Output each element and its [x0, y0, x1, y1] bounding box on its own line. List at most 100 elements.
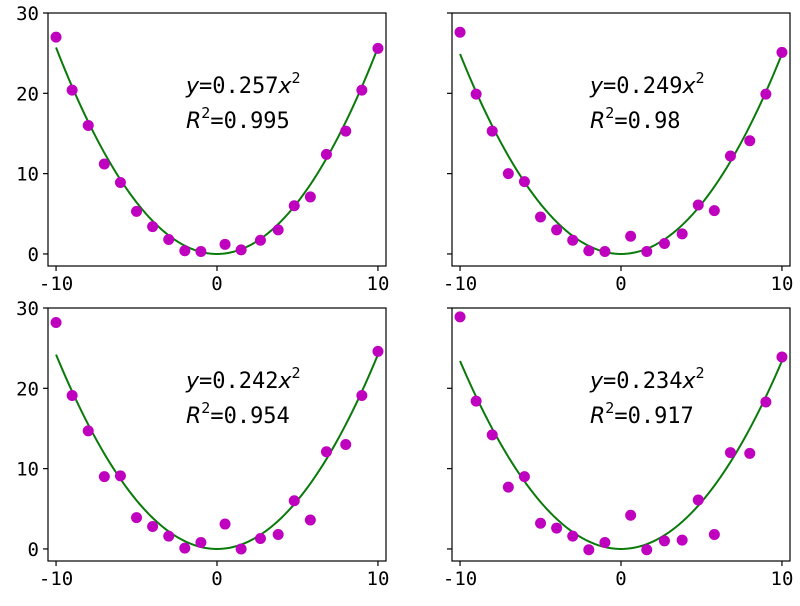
data-point	[320, 148, 332, 160]
y-tick-label: 20	[16, 83, 39, 105]
x-tick-label: 10	[367, 273, 390, 295]
x-tick-label: 10	[367, 568, 390, 590]
data-point	[518, 176, 530, 188]
data-point	[518, 471, 530, 483]
data-point	[82, 425, 94, 437]
r-squared-label: R2=0.917	[590, 399, 694, 429]
data-point	[724, 447, 736, 459]
data-point	[163, 530, 175, 542]
axes-frame	[451, 12, 791, 267]
x-tick-label: -10	[443, 273, 477, 295]
y-tick-label: 20	[16, 378, 39, 400]
data-point	[254, 533, 266, 545]
data-point	[676, 534, 688, 546]
data-point	[708, 528, 720, 540]
data-point	[760, 396, 772, 408]
x-tick-label: 10	[771, 568, 794, 590]
data-point	[98, 471, 110, 483]
axes-frame	[451, 307, 791, 562]
data-point	[454, 311, 466, 323]
data-point	[66, 390, 78, 402]
data-point	[272, 224, 284, 236]
data-point	[502, 168, 514, 180]
r-squared-label: R2=0.995	[186, 104, 290, 134]
data-point	[356, 84, 368, 96]
data-point	[340, 439, 352, 451]
axes-frame	[47, 12, 387, 267]
data-point	[692, 494, 704, 506]
data-point	[66, 84, 78, 96]
data-point	[583, 245, 595, 257]
x-tick-label: 0	[615, 568, 626, 590]
data-point	[372, 42, 384, 54]
data-point	[163, 233, 175, 245]
x-tick-label: 0	[211, 568, 222, 590]
axes-frame	[47, 307, 387, 562]
data-point	[625, 230, 637, 242]
fit-equation: y=0.249x2	[589, 69, 705, 99]
data-point	[641, 246, 653, 258]
data-point	[692, 199, 704, 211]
x-tick-label: -10	[39, 273, 73, 295]
chart-panel-4: -10 0 10 y=0.234x2 R2=0.917	[443, 307, 794, 590]
data-point	[658, 535, 670, 547]
data-point	[179, 542, 191, 554]
fit-equation: y=0.257x2	[185, 69, 301, 99]
x-tick-label: 10	[771, 273, 794, 295]
data-point	[179, 245, 191, 257]
data-point	[304, 191, 316, 203]
chart-panel-2: -10 0 10 y=0.249x2 R2=0.98	[443, 12, 794, 295]
data-point	[219, 518, 231, 530]
data-point	[551, 522, 563, 534]
fit-equation: y=0.234x2	[589, 364, 705, 394]
data-point	[551, 224, 563, 236]
data-point	[288, 495, 300, 507]
data-point	[235, 543, 247, 555]
data-point	[708, 205, 720, 217]
x-tick-label: -10	[443, 568, 477, 590]
fit-equation: y=0.242x2	[185, 364, 301, 394]
data-point	[114, 470, 126, 482]
data-point	[98, 158, 110, 170]
fit-curve	[55, 354, 379, 550]
y-tick-label: 0	[28, 244, 39, 266]
data-point	[599, 246, 611, 258]
data-point	[658, 238, 670, 250]
data-point	[641, 544, 653, 556]
data-point	[470, 88, 482, 100]
data-point	[486, 429, 498, 441]
data-point	[760, 88, 772, 100]
y-tick-label: 30	[16, 3, 39, 25]
data-point	[147, 520, 159, 532]
data-point	[372, 345, 384, 357]
r-squared-label: R2=0.954	[186, 399, 290, 429]
data-point	[470, 395, 482, 407]
r-squared-label: R2=0.98	[590, 104, 681, 134]
data-point	[535, 211, 547, 223]
data-point	[744, 135, 756, 147]
data-point	[724, 150, 736, 162]
x-tick-label: -10	[39, 568, 73, 590]
data-point	[50, 31, 62, 43]
data-point	[82, 119, 94, 131]
data-point	[195, 246, 207, 258]
data-point	[776, 46, 788, 58]
data-point	[340, 125, 352, 137]
data-point	[195, 537, 207, 549]
y-tick-label: 0	[28, 539, 39, 561]
data-point	[219, 238, 231, 250]
data-point	[776, 351, 788, 363]
data-point	[454, 26, 466, 38]
data-point	[254, 234, 266, 246]
data-point	[50, 316, 62, 328]
data-point	[676, 228, 688, 240]
data-point	[535, 517, 547, 529]
fit-curve	[459, 360, 783, 550]
fit-curve	[55, 47, 379, 255]
data-point	[320, 446, 332, 458]
data-point	[235, 244, 247, 256]
data-point	[131, 512, 143, 524]
x-tick-label: 0	[211, 273, 222, 295]
